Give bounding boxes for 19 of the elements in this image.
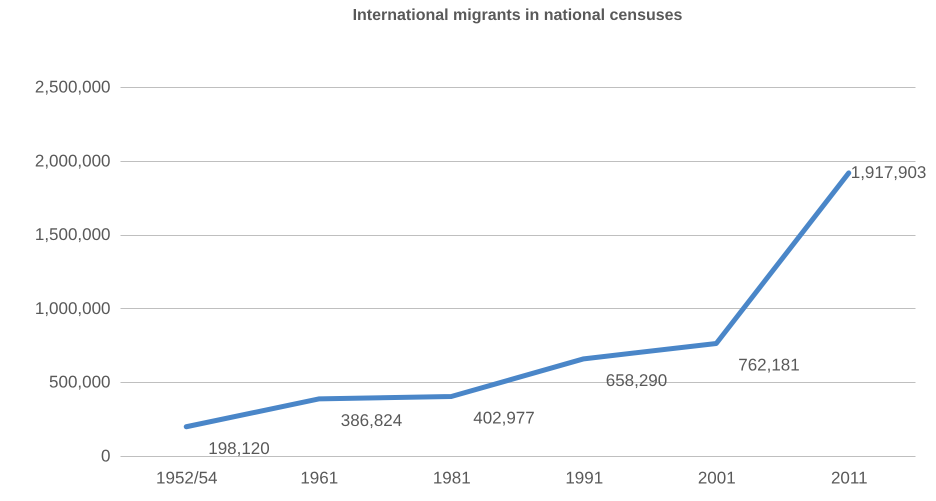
x-tick-label: 1991 [565, 468, 604, 488]
y-tick-label: 1,000,000 [34, 298, 110, 318]
x-tick-label: 1952/54 [156, 468, 218, 488]
data-label: 386,824 [340, 410, 402, 430]
x-tick-label: 1981 [432, 468, 471, 488]
x-tick-label: 2001 [698, 468, 736, 488]
chart-title: International migrants in national censuses [352, 7, 683, 24]
y-tick-label: 500,000 [49, 372, 110, 392]
y-tick-label: 2,500,000 [34, 78, 110, 96]
y-tick-label: 0 [101, 446, 110, 466]
x-tick-label: 2011 [830, 468, 868, 488]
data-label: 762,181 [738, 356, 800, 374]
data-label: 198,120 [208, 438, 270, 458]
x-tick-label: 1961 [300, 468, 338, 488]
data-label: 658,290 [606, 370, 668, 390]
data-label: 1,917,903 [850, 162, 926, 182]
y-tick-label: 2,000,000 [34, 151, 110, 170]
data-label: 402,977 [473, 408, 535, 428]
y-tick-label: 1,500,000 [34, 225, 110, 244]
